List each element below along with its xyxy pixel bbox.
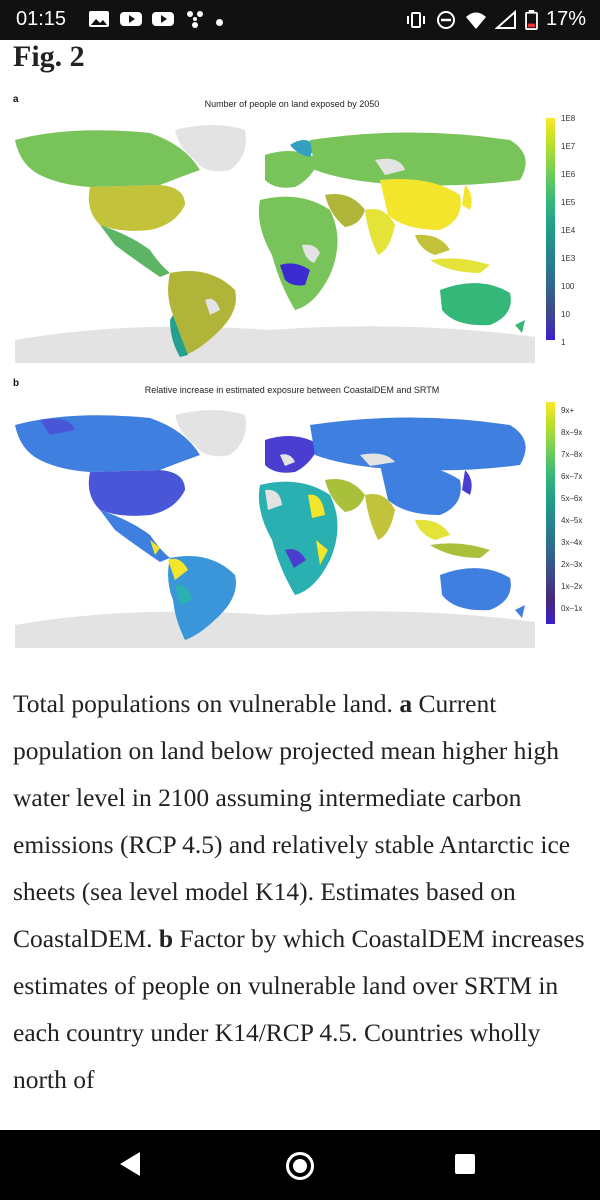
panel-b-colorbar (546, 402, 555, 624)
colorbar-label: 9x+ (561, 406, 575, 415)
navigation-bar (0, 1130, 600, 1200)
youtube-icon (152, 12, 174, 26)
colorbar-label: 7x–8x (561, 450, 583, 459)
caption-a-label: a (399, 689, 413, 718)
caption-b-label: b (158, 924, 174, 953)
colorbar-label: 1 (561, 338, 566, 347)
battery-percent: 17% (545, 8, 586, 30)
colorbar-label: 0x–1x (561, 604, 583, 613)
caption-a-text: Current population on land below project… (13, 689, 571, 953)
figure-caption: Total populations on vulnerable land. a … (13, 680, 588, 1103)
colorbar-label: 1E8 (561, 114, 576, 123)
home-button[interactable] (286, 1152, 314, 1180)
vibrate-icon (406, 11, 425, 28)
status-bar: 01:15 17% (0, 0, 600, 40)
pinwheel-icon (187, 11, 203, 28)
do-not-disturb-icon (436, 10, 455, 29)
colorbar-label: 10 (561, 310, 570, 319)
status-time: 01:15 (16, 8, 67, 30)
back-button[interactable] (120, 1152, 140, 1176)
wifi-icon (465, 12, 486, 29)
caption-b-text: Factor by which CoastalDEM increases est… (13, 924, 585, 1094)
system-status: 17% (405, 8, 586, 31)
colorbar-label: 1E7 (561, 142, 576, 151)
recents-button[interactable] (455, 1154, 475, 1174)
figure-title: Fig. 2 (13, 40, 85, 73)
colorbar-label: 5x–6x (561, 494, 583, 503)
battery-icon (525, 9, 538, 30)
colorbar-label: 6x–7x (561, 472, 583, 481)
colorbar-label: 1x–2x (561, 582, 583, 591)
panel-b-letter: b (13, 378, 20, 389)
notification-icons (88, 9, 223, 29)
panel-b-map (15, 410, 535, 648)
youtube-icon (120, 12, 142, 26)
colorbar-label: 2x–3x (561, 560, 583, 569)
panel-b-title: Relative increase in estimated exposure … (144, 385, 440, 395)
panel-a-map (15, 125, 535, 363)
colorbar-label: 4x–5x (561, 516, 583, 525)
colorbar-label: 1E3 (561, 254, 576, 263)
colorbar-label: 3x–4x (561, 538, 583, 547)
panel-a-title: Number of people on land exposed by 2050 (204, 99, 380, 109)
colorbar-label: 100 (561, 282, 575, 291)
colorbar-label: 8x–9x (561, 428, 583, 437)
panel-a-letter: a (13, 94, 19, 105)
panel-a-colorbar (546, 118, 555, 340)
dot-icon (216, 18, 223, 26)
colorbar-label: 1E4 (561, 226, 576, 235)
article-content: Fig. 2 a Number of people on land expose… (0, 40, 600, 1130)
colorbar-label: 1E6 (561, 170, 576, 179)
image-icon (89, 11, 109, 27)
caption-intro: Total populations on vulnerable land. (13, 689, 393, 718)
colorbar-label: 1E5 (561, 198, 576, 207)
signal-icon (494, 9, 516, 29)
